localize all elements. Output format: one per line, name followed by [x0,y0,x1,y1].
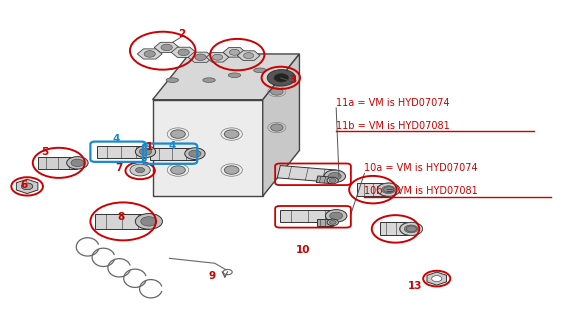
Polygon shape [427,272,446,285]
Circle shape [171,130,185,138]
Circle shape [271,88,283,95]
Circle shape [21,183,33,190]
Circle shape [377,183,400,196]
Ellipse shape [166,78,179,82]
Circle shape [178,49,189,56]
Text: 10: 10 [296,245,311,255]
Circle shape [432,276,442,282]
Polygon shape [316,176,333,184]
Circle shape [329,179,336,182]
Circle shape [382,186,395,194]
Polygon shape [188,52,213,62]
Polygon shape [153,100,263,196]
Circle shape [224,130,239,138]
Polygon shape [153,54,299,100]
Circle shape [224,166,239,174]
Circle shape [136,214,163,229]
Circle shape [327,177,338,184]
Circle shape [67,157,88,169]
Polygon shape [317,219,333,226]
Circle shape [212,54,223,60]
Circle shape [399,222,423,235]
Polygon shape [171,47,196,58]
Polygon shape [277,165,336,182]
Polygon shape [38,157,77,169]
Circle shape [274,74,289,82]
Ellipse shape [254,68,266,73]
Polygon shape [223,47,246,57]
Ellipse shape [203,78,215,82]
Circle shape [141,217,157,226]
Polygon shape [280,210,336,222]
Circle shape [189,150,201,157]
Circle shape [271,124,283,131]
Circle shape [377,183,400,196]
Polygon shape [97,146,146,158]
Circle shape [144,51,155,57]
Circle shape [185,148,205,160]
Circle shape [405,225,418,233]
Circle shape [267,70,295,86]
Text: 9: 9 [208,271,215,281]
Polygon shape [95,214,149,229]
Text: 13: 13 [408,281,423,291]
Text: 10a = VM is HYD07074: 10a = VM is HYD07074 [364,164,478,173]
Circle shape [406,226,416,232]
Circle shape [330,212,342,219]
Circle shape [329,220,336,224]
Text: 11a = VM is HYD07074: 11a = VM is HYD07074 [336,98,450,108]
Polygon shape [358,183,389,196]
Text: 7: 7 [115,164,123,173]
Circle shape [140,148,151,155]
Text: 10b = VM is HYD07081: 10b = VM is HYD07081 [364,186,478,196]
Circle shape [21,183,33,190]
Circle shape [171,166,185,174]
Polygon shape [380,222,411,235]
Ellipse shape [228,73,241,77]
Polygon shape [137,49,162,59]
Text: 2: 2 [179,29,185,39]
Circle shape [229,49,240,55]
Text: 8: 8 [118,213,125,222]
Polygon shape [16,179,38,194]
Polygon shape [237,51,260,60]
Text: 11b = VM is HYD07081: 11b = VM is HYD07081 [336,121,450,131]
Circle shape [136,167,145,173]
Polygon shape [150,148,195,160]
Text: 6: 6 [20,180,27,190]
Text: 3: 3 [289,75,296,85]
Text: 1: 1 [146,142,153,152]
Circle shape [71,159,84,166]
Text: 4: 4 [168,141,176,150]
Circle shape [136,146,155,158]
Circle shape [195,54,206,60]
Polygon shape [206,52,229,62]
Circle shape [327,219,338,226]
Circle shape [384,187,394,193]
Text: 4: 4 [112,134,120,144]
Circle shape [324,170,346,182]
Circle shape [244,53,254,59]
Circle shape [325,210,347,222]
Circle shape [161,44,172,51]
Circle shape [400,222,423,235]
Polygon shape [154,42,179,53]
Circle shape [130,164,150,176]
Polygon shape [263,54,299,196]
Circle shape [328,173,341,180]
Text: 5: 5 [42,147,49,157]
